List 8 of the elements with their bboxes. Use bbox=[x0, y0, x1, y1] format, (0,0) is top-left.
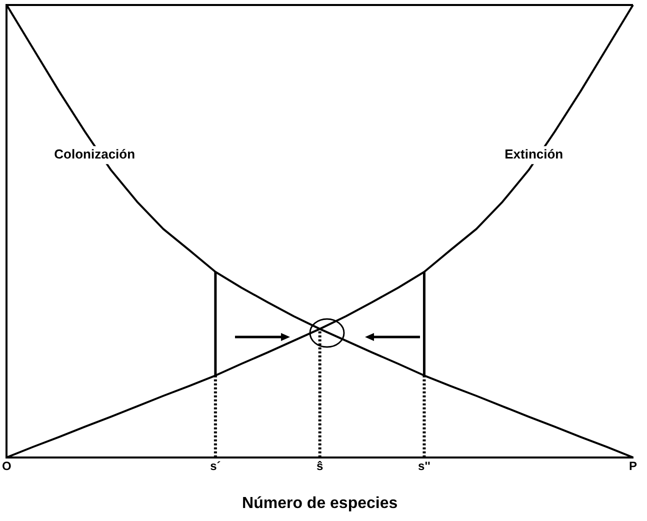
x-tick-label: P bbox=[628, 458, 638, 473]
series-label: Extinción bbox=[504, 146, 564, 162]
x-tick-label: O bbox=[2, 458, 12, 473]
x-tick-label: s'' bbox=[418, 458, 431, 473]
x-axis-title: Número de especies bbox=[242, 494, 398, 512]
x-tick-label: ŝ bbox=[316, 458, 324, 473]
x-tick-label: s´ bbox=[210, 458, 221, 473]
series-label: Colonización bbox=[54, 146, 136, 162]
